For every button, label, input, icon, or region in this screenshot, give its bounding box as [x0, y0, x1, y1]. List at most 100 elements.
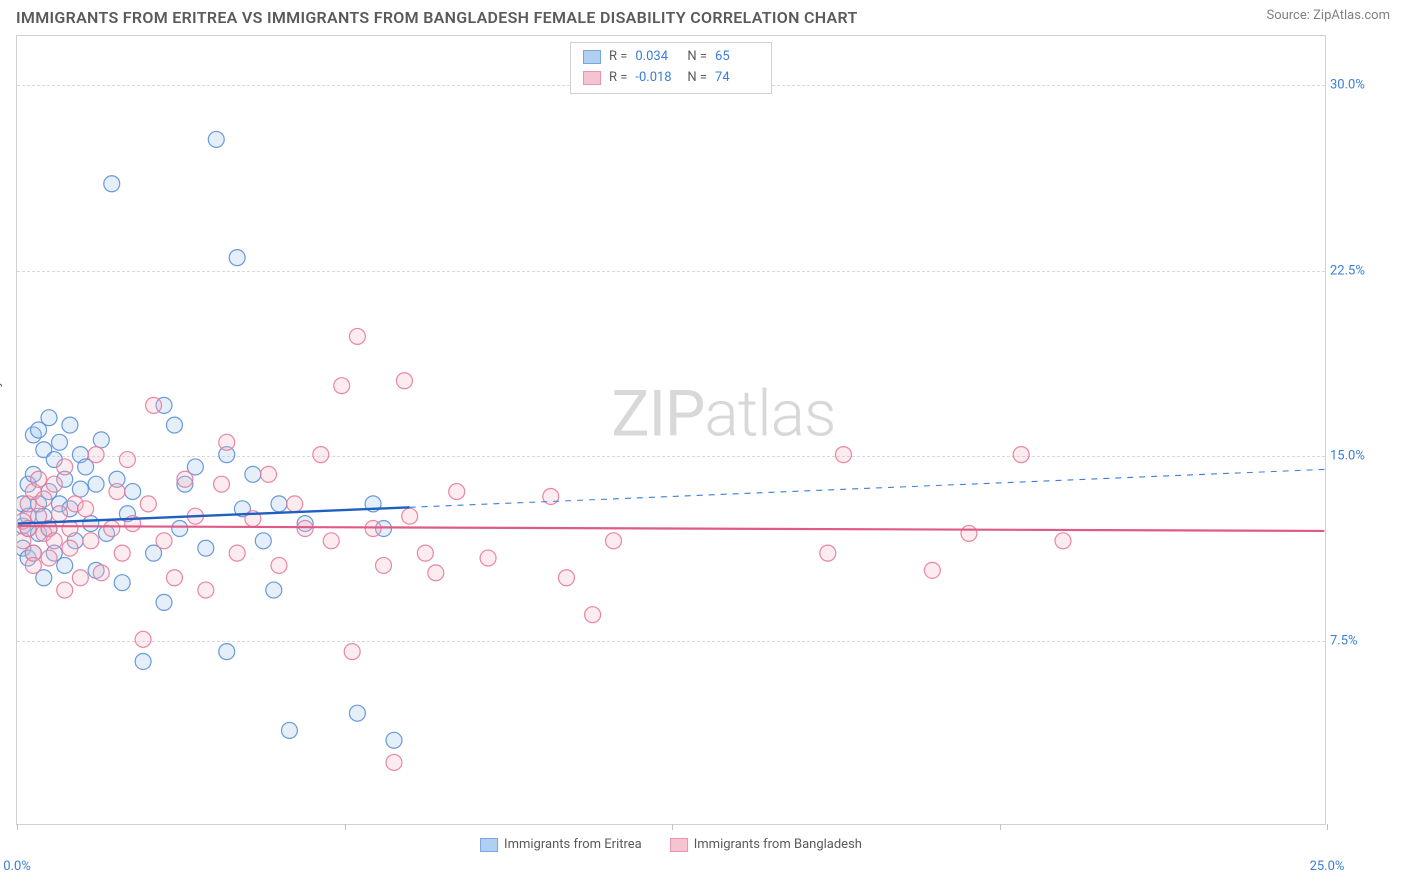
- n-value: 74: [715, 68, 759, 89]
- r-value: 0.034: [635, 47, 679, 68]
- legend-swatch: [670, 838, 688, 852]
- y-axis-label: Female Disability: [0, 381, 4, 479]
- trend-line-dashed: [410, 469, 1325, 507]
- y-tick-label: 15.0%: [1330, 448, 1385, 463]
- series-legend-label: Immigrants from Eritrea: [504, 837, 642, 852]
- data-point: [402, 508, 418, 524]
- data-point: [198, 540, 214, 556]
- header: IMMIGRANTS FROM ERITREA VS IMMIGRANTS FR…: [0, 0, 1406, 31]
- data-point: [297, 521, 313, 537]
- data-point: [961, 525, 977, 541]
- data-point: [51, 506, 67, 522]
- data-point: [88, 447, 104, 463]
- data-point: [344, 644, 360, 660]
- data-point: [46, 533, 62, 549]
- chart-container: Female Disability ZIPatlas R =0.034N =65…: [16, 35, 1390, 825]
- data-point: [119, 452, 135, 468]
- source-name: ZipAtlas.com: [1313, 8, 1390, 23]
- data-point: [114, 575, 130, 591]
- n-label: N =: [687, 68, 707, 89]
- data-point: [417, 545, 433, 561]
- data-point: [156, 594, 172, 610]
- data-point: [214, 476, 230, 492]
- data-point: [72, 570, 88, 586]
- data-point: [208, 131, 224, 147]
- data-point: [266, 582, 282, 598]
- y-tick-label: 7.5%: [1330, 633, 1385, 648]
- data-point: [558, 570, 574, 586]
- stats-legend-row: R = -0.018 N = 74: [583, 68, 759, 89]
- data-point: [177, 471, 193, 487]
- data-point: [41, 550, 57, 566]
- data-point: [323, 533, 339, 549]
- data-point: [83, 516, 99, 532]
- series-legend-item: Immigrants from Bangladesh: [670, 837, 862, 852]
- data-point: [88, 476, 104, 492]
- x-tick-label: 25.0%: [1310, 859, 1345, 874]
- series-legend: Immigrants from Eritrea Immigrants from B…: [480, 837, 862, 852]
- data-point: [480, 550, 496, 566]
- data-point: [51, 434, 67, 450]
- trend-line-solid: [18, 526, 1325, 531]
- source-prefix: Source:: [1266, 8, 1313, 23]
- data-point: [135, 631, 151, 647]
- data-point: [219, 644, 235, 660]
- chart-title: IMMIGRANTS FROM ERITREA VS IMMIGRANTS FR…: [16, 8, 858, 27]
- data-point: [271, 496, 287, 512]
- data-point: [229, 545, 245, 561]
- data-point: [428, 565, 444, 581]
- data-point: [287, 496, 303, 512]
- scatter-svg: [17, 36, 1325, 824]
- legend-swatch: [583, 50, 601, 64]
- data-point: [62, 540, 78, 556]
- data-point: [93, 432, 109, 448]
- r-label: R =: [609, 68, 627, 89]
- data-point: [36, 491, 52, 507]
- stats-legend-row: R =0.034N =65: [583, 47, 759, 68]
- x-tick-mark: [17, 824, 18, 830]
- data-point: [140, 496, 156, 512]
- data-point: [1013, 447, 1029, 463]
- data-point: [62, 521, 78, 537]
- r-label: R =: [609, 47, 627, 68]
- data-point: [114, 545, 130, 561]
- data-point: [924, 562, 940, 578]
- x-tick-mark: [1000, 824, 1001, 830]
- x-tick-mark: [1327, 824, 1328, 830]
- data-point: [104, 521, 120, 537]
- data-point: [57, 557, 73, 573]
- data-point: [78, 501, 94, 517]
- data-point: [198, 582, 214, 598]
- data-point: [93, 565, 109, 581]
- data-point: [156, 533, 172, 549]
- data-point: [261, 466, 277, 482]
- source-attribution: Source: ZipAtlas.com: [1266, 8, 1390, 23]
- data-point: [1055, 533, 1071, 549]
- data-point: [57, 582, 73, 598]
- data-point: [172, 521, 188, 537]
- data-point: [57, 459, 73, 475]
- stats-legend: R = 0.034 N = 65R = -0.018 N = 74: [570, 42, 772, 94]
- x-tick-mark: [672, 824, 673, 830]
- data-point: [219, 434, 235, 450]
- n-value: 65: [715, 47, 759, 68]
- data-point: [386, 732, 402, 748]
- data-point: [606, 533, 622, 549]
- y-tick-label: 22.5%: [1330, 263, 1385, 278]
- r-value: -0.018: [635, 68, 679, 89]
- data-point: [146, 397, 162, 413]
- data-point: [25, 557, 41, 573]
- data-point: [104, 176, 120, 192]
- data-point: [72, 481, 88, 497]
- data-point: [46, 476, 62, 492]
- x-tick-mark: [345, 824, 346, 830]
- data-point: [271, 557, 287, 573]
- data-point: [313, 447, 329, 463]
- data-point: [166, 570, 182, 586]
- data-point: [135, 653, 151, 669]
- series-legend-item: Immigrants from Eritrea: [480, 837, 642, 852]
- data-point: [396, 373, 412, 389]
- data-point: [41, 410, 57, 426]
- data-point: [334, 378, 350, 394]
- data-point: [109, 484, 125, 500]
